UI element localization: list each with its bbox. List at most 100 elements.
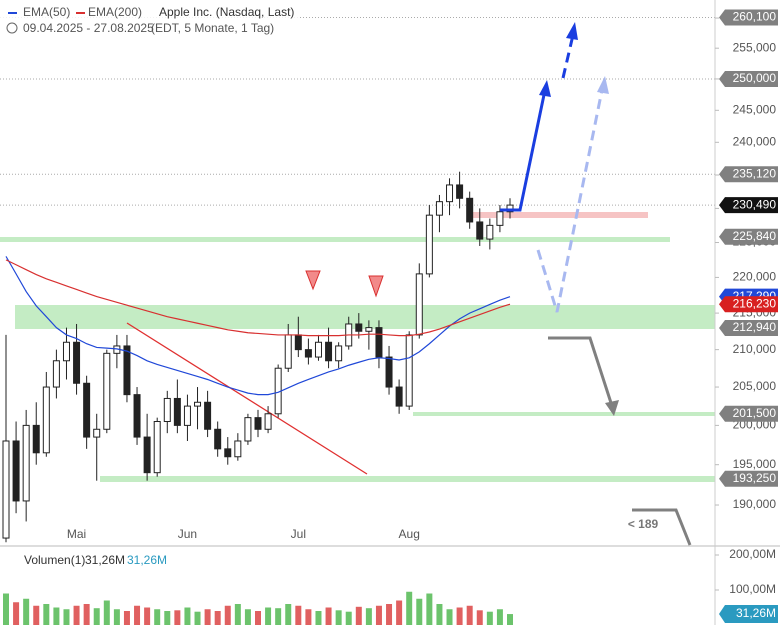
candle-body	[284, 334, 292, 369]
candle-body	[264, 413, 272, 430]
chart-title: Apple Inc. (Nasdaq, Last)	[159, 5, 294, 19]
volume-badge	[719, 605, 778, 624]
arrow-head	[597, 76, 609, 94]
candle-body	[52, 360, 60, 388]
volume-bar	[123, 611, 130, 625]
candle-body	[194, 401, 202, 407]
level-badge	[719, 9, 778, 26]
volume-bar	[476, 610, 483, 625]
arrow-head	[566, 22, 578, 40]
trend-line	[126, 322, 368, 475]
candle-body	[304, 349, 312, 358]
level-badge	[719, 70, 778, 87]
candle-body	[335, 345, 343, 362]
candle-body	[476, 221, 484, 240]
volume-bar	[53, 607, 60, 625]
volume-bar	[416, 598, 423, 625]
candle-body	[12, 440, 20, 502]
subtitle: 09.04.2025 - 27.08.2025	[23, 21, 154, 35]
candle-body	[435, 201, 443, 216]
volume-bar	[265, 607, 272, 625]
volume-bar	[496, 609, 503, 625]
arrow-head	[605, 400, 619, 416]
candle-body	[375, 327, 383, 358]
volume-bar	[154, 609, 161, 625]
candle-body	[32, 424, 40, 454]
candle-body	[103, 352, 111, 430]
candle-body	[163, 397, 171, 423]
volume-bar	[507, 614, 513, 625]
candle-body	[365, 327, 373, 332]
support-zone	[0, 237, 670, 242]
volume-bar	[33, 605, 40, 625]
candle-body	[395, 386, 403, 407]
volume-bar	[406, 591, 413, 625]
support-zone	[15, 305, 715, 329]
volume-bar	[345, 611, 352, 625]
volume-bar	[214, 611, 221, 625]
candle-body	[93, 428, 101, 438]
annotation: < 189	[628, 517, 659, 531]
volume-bar	[466, 605, 473, 625]
volume-bar	[375, 605, 382, 625]
volume-bar	[134, 605, 141, 625]
clock-icon	[6, 22, 18, 34]
volume-bar	[224, 605, 231, 625]
resistance-zone	[467, 212, 648, 218]
level-badge	[719, 197, 778, 214]
arrow-head	[539, 80, 551, 97]
volume-bar	[63, 609, 70, 625]
candle-body	[22, 424, 30, 502]
legend-label: EMA(200)	[88, 5, 142, 19]
volume-title: Volumen(1)	[24, 553, 85, 567]
period: (EDT, 5 Monate, 1 Tag)	[151, 21, 274, 35]
candle-body	[224, 448, 232, 458]
candle-body	[466, 197, 474, 223]
volume-bar	[93, 608, 100, 625]
candle-body	[385, 356, 393, 388]
level-label: 250,000	[733, 71, 777, 85]
volume-bar	[3, 593, 9, 625]
signal-arrow	[368, 275, 384, 298]
level-badge	[719, 320, 778, 337]
level-label: 235,120	[733, 166, 777, 180]
x-tick-label: Jun	[178, 527, 197, 541]
volume-bar	[194, 611, 201, 625]
level-badge	[719, 470, 778, 487]
volume-bar	[285, 604, 292, 625]
level-label: 230,490	[733, 197, 777, 211]
candle-body	[123, 345, 131, 396]
candle-body	[73, 341, 81, 384]
volume-bar	[436, 604, 443, 625]
candle-body	[234, 440, 242, 458]
volume-bar	[13, 602, 20, 625]
candle-body	[153, 421, 161, 474]
scenario-arrow	[561, 34, 575, 79]
volume-bar	[184, 607, 191, 625]
candle-body	[204, 401, 212, 430]
level-badge	[719, 405, 778, 422]
scenario-arrow	[500, 89, 547, 212]
candle-body	[486, 224, 494, 240]
volume-value: 31,26M	[127, 553, 167, 567]
volume-bar	[244, 609, 251, 625]
volume-bar	[355, 606, 362, 625]
y-tick-label: 190,000	[733, 497, 777, 511]
volume-bar	[396, 600, 403, 625]
scenario-arrow	[632, 508, 692, 546]
volume-bar	[103, 600, 110, 625]
candle-body	[183, 405, 191, 426]
volume-bar	[234, 604, 241, 625]
volume-bar	[174, 610, 181, 625]
volume-bar	[325, 607, 332, 625]
candle-body	[42, 386, 50, 454]
volume-bar	[305, 609, 312, 625]
candle-body	[294, 334, 302, 351]
candle-body	[446, 184, 454, 203]
x-tick-label: Mai	[67, 527, 86, 541]
volume-value: 31,26M	[85, 553, 125, 567]
candle-body	[506, 204, 514, 213]
volume-bar	[275, 608, 282, 625]
y-tick-label: 220,000	[733, 270, 777, 284]
